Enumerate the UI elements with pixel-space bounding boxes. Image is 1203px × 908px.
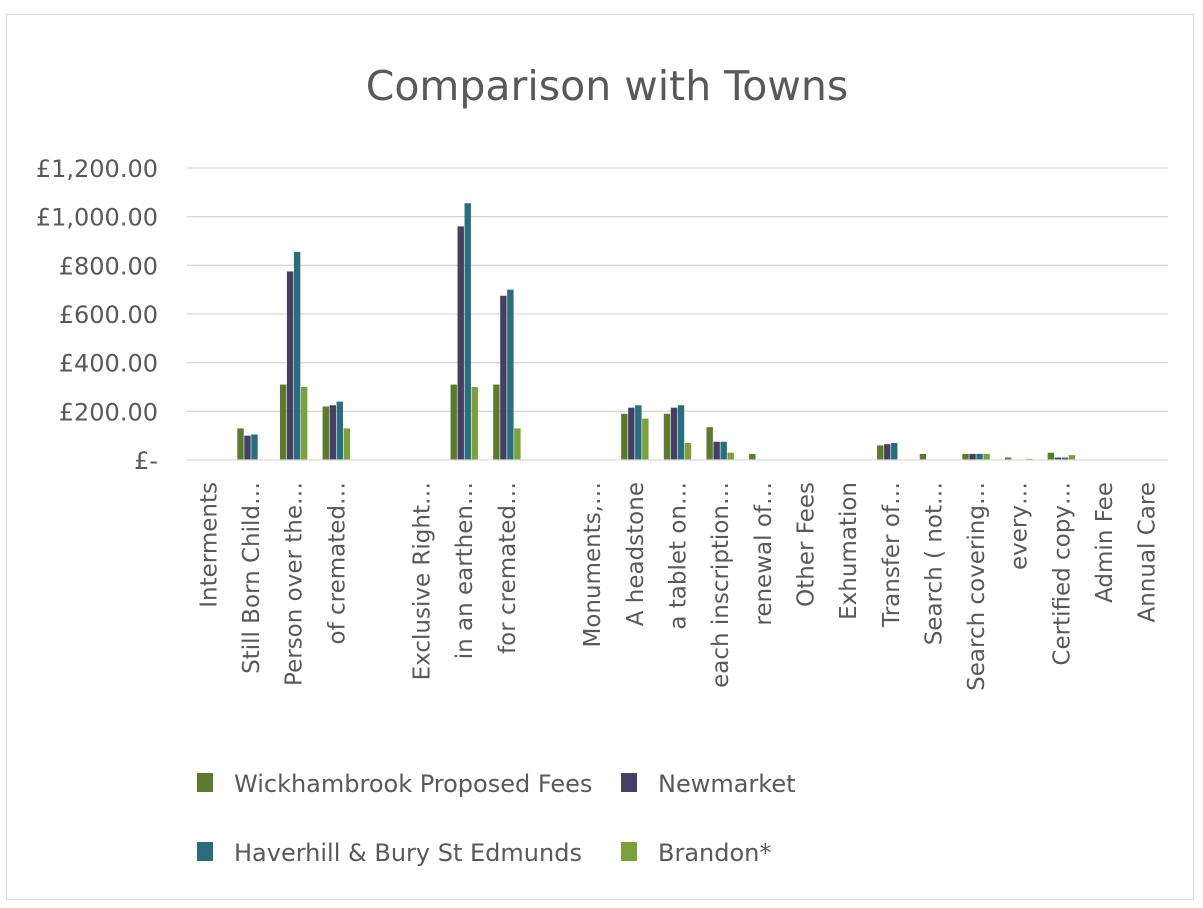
x-tick-label: every… bbox=[1007, 482, 1033, 570]
bar bbox=[514, 428, 521, 460]
bar bbox=[329, 405, 336, 460]
bar bbox=[621, 413, 628, 460]
x-tick-label: Interments bbox=[196, 482, 222, 608]
x-tick-label: renewal of… bbox=[751, 482, 777, 626]
chart-frame bbox=[6, 14, 1194, 900]
bar bbox=[507, 289, 514, 460]
x-tick-label: A headstone bbox=[623, 482, 649, 626]
y-tick-label: £1,200.00 bbox=[36, 155, 158, 183]
bar bbox=[336, 401, 343, 460]
legend-label: Brandon* bbox=[658, 839, 771, 867]
legend-label: Newmarket bbox=[658, 770, 796, 798]
x-tick-label: Transfer of… bbox=[879, 482, 905, 628]
bar bbox=[279, 384, 287, 460]
x-tick-label: Still Born Child… bbox=[239, 482, 265, 674]
x-tick-label: Certified copy… bbox=[1049, 482, 1075, 666]
bar bbox=[628, 407, 635, 460]
x-tick-label: a tablet on… bbox=[666, 482, 692, 630]
y-tick-label: £600.00 bbox=[59, 301, 158, 329]
bar bbox=[976, 453, 983, 460]
bar bbox=[457, 226, 464, 460]
x-tick-label: of cremated… bbox=[324, 482, 350, 645]
bar bbox=[493, 384, 500, 460]
bar bbox=[237, 428, 244, 460]
legend-label: Wickhambrook Proposed Fees bbox=[234, 770, 592, 798]
legend: Wickhambrook Proposed Fees Newmarket Haver… bbox=[197, 770, 796, 867]
bar bbox=[471, 387, 478, 460]
x-tick-label: Annual Care bbox=[1135, 482, 1161, 623]
bar bbox=[706, 427, 713, 460]
bar bbox=[286, 271, 294, 460]
bar bbox=[1005, 457, 1012, 460]
y-axis-tick-labels: £- £200.00 £400.00 £600.00 £800.00 £1,000.00 £… bbox=[36, 155, 158, 475]
bar bbox=[962, 453, 969, 460]
bar bbox=[877, 445, 884, 460]
bar bbox=[464, 203, 471, 461]
bar bbox=[450, 384, 457, 460]
bar bbox=[677, 405, 685, 460]
bar bbox=[919, 453, 927, 460]
bars bbox=[237, 203, 1076, 461]
y-tick-label: £200.00 bbox=[59, 398, 158, 426]
bar bbox=[293, 251, 301, 460]
legend-label: Haverhill & Bury St Edmunds bbox=[234, 839, 582, 867]
legend-swatch bbox=[197, 842, 213, 861]
gridlines bbox=[187, 167, 1168, 412]
x-tick-label: Person over the… bbox=[282, 482, 308, 686]
x-tick-label: Monuments,… bbox=[580, 482, 606, 648]
bar bbox=[300, 387, 308, 460]
legend-swatch bbox=[621, 842, 637, 861]
bar bbox=[1068, 455, 1076, 460]
chart-title: Comparison with Towns bbox=[366, 62, 849, 110]
y-tick-label: £400.00 bbox=[59, 350, 158, 378]
bar bbox=[684, 442, 692, 460]
bar bbox=[891, 442, 898, 460]
x-tick-label: Search ( not… bbox=[921, 482, 947, 645]
bar bbox=[670, 407, 678, 460]
x-tick-label: Exclusive Right… bbox=[410, 482, 436, 680]
bar bbox=[720, 441, 727, 460]
bar bbox=[251, 434, 258, 460]
bar bbox=[713, 441, 720, 460]
x-tick-label: each inscription… bbox=[708, 482, 734, 688]
x-axis-tick-labels: Interments Still Born Child… Person over t… bbox=[196, 482, 1160, 691]
bar bbox=[884, 444, 891, 460]
x-tick-label: Other Fees bbox=[793, 482, 819, 607]
x-tick-label: Search covering… bbox=[964, 482, 990, 691]
bar bbox=[663, 413, 671, 460]
y-tick-label: £- bbox=[134, 447, 158, 475]
bar bbox=[635, 405, 642, 460]
bar bbox=[749, 453, 756, 460]
bar bbox=[1061, 457, 1069, 460]
legend-swatch bbox=[621, 773, 637, 792]
bar bbox=[642, 418, 649, 460]
bar bbox=[322, 406, 329, 460]
x-tick-label: in an earthen… bbox=[452, 482, 478, 659]
bar bbox=[969, 453, 976, 460]
x-tick-label: for cremated… bbox=[495, 482, 521, 654]
bar bbox=[244, 435, 251, 460]
bar bbox=[500, 295, 507, 460]
bar bbox=[1054, 457, 1062, 460]
bar bbox=[983, 453, 990, 460]
legend-swatch bbox=[197, 773, 213, 792]
y-tick-label: £800.00 bbox=[59, 252, 158, 280]
y-tick-label: £1,000.00 bbox=[36, 204, 158, 232]
bar bbox=[1047, 452, 1055, 460]
bar bbox=[343, 428, 350, 460]
x-tick-label: Exhumation bbox=[836, 482, 862, 620]
x-tick-label: Admin Fee bbox=[1092, 482, 1118, 603]
bar bbox=[727, 452, 734, 460]
